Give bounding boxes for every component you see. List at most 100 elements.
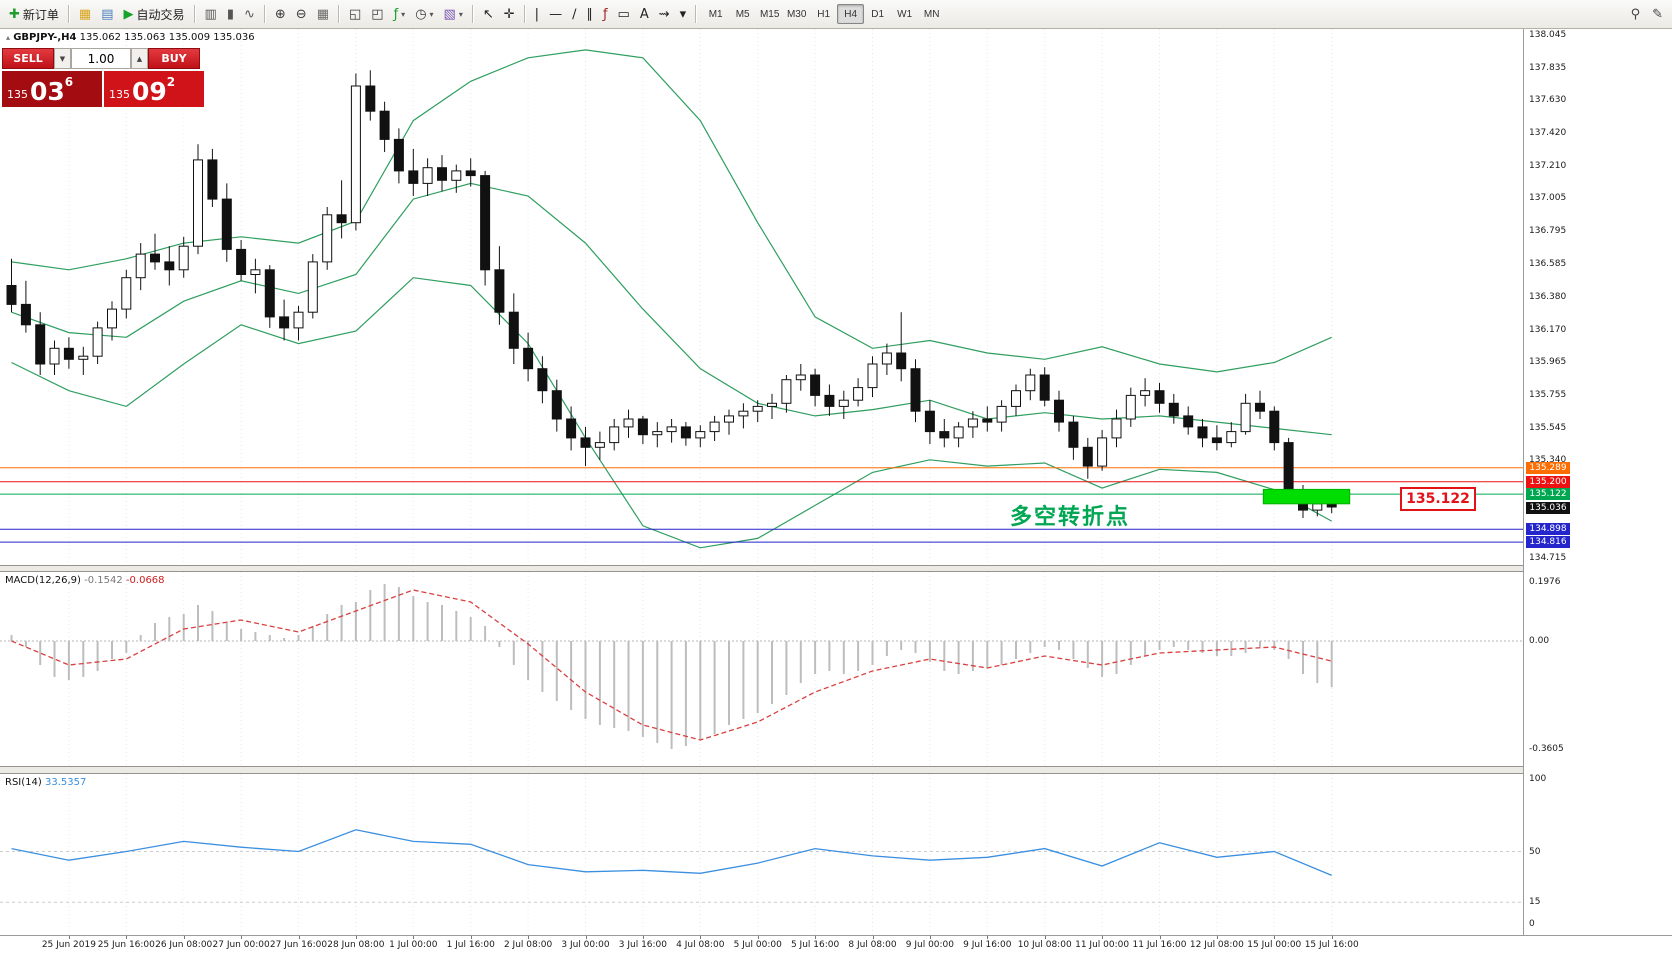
macd-scale-label: 0.1976 xyxy=(1529,576,1561,587)
new-order-button-label: 新订单 xyxy=(22,7,59,22)
sell-price-box[interactable]: 135 03 6 xyxy=(2,71,102,107)
time-axis-tick xyxy=(298,936,300,939)
time-axis-tick xyxy=(470,936,472,939)
zoom-in-button[interactable]: ⊕ xyxy=(270,3,291,25)
timeframe-button-M1[interactable]: M1 xyxy=(702,4,729,24)
time-axis-tick xyxy=(1216,936,1218,939)
buy-price-big: 09 xyxy=(132,77,167,107)
price-lines xyxy=(0,467,1523,543)
trendline-button[interactable]: ∕ xyxy=(567,3,581,25)
profiles-button[interactable]: ▤ xyxy=(96,3,118,25)
channel-button[interactable]: ∥ xyxy=(581,3,598,25)
time-axis-label: 2 Jul 08:00 xyxy=(503,940,553,950)
macd-panel-canvas[interactable] xyxy=(0,572,1523,766)
shapes-button[interactable]: ▭ xyxy=(613,3,635,25)
time-axis-tick xyxy=(642,936,644,939)
tile-windows-button[interactable]: ◱ xyxy=(344,3,366,25)
vertical-line-button[interactable]: | xyxy=(530,3,544,25)
turning-point-annotation[interactable]: 多空转折点 xyxy=(1010,505,1131,530)
time-axis-tick xyxy=(413,936,415,939)
rsi-scale-label: 0 xyxy=(1529,919,1535,929)
sell-button[interactable]: SELL xyxy=(2,48,54,69)
new-order-button[interactable]: ✚ 新订单 xyxy=(4,3,64,25)
trendline-icon: ∕ xyxy=(572,6,577,22)
price-axis-label: 134.715 xyxy=(1529,553,1567,563)
price-axis-label: 137.210 xyxy=(1529,161,1567,172)
periods-icon: ◷ xyxy=(415,6,427,22)
highlight-zone[interactable] xyxy=(1262,488,1351,505)
time-axis-tick xyxy=(126,936,128,939)
fibonacci-button[interactable]: ƒ xyxy=(598,3,613,25)
buy-price-box[interactable]: 135 09 2 xyxy=(104,71,204,107)
volume-stepper-icon[interactable]: ▲ xyxy=(131,48,148,69)
timeframe-button-M30[interactable]: M30 xyxy=(783,4,810,24)
candle-chart-icon: ▮ xyxy=(226,6,234,22)
time-axis-label: 11 Jul 00:00 xyxy=(1075,940,1130,950)
horizontal-line-icon: — xyxy=(549,6,563,22)
crosshair-button[interactable]: ✛ xyxy=(499,3,520,25)
time-axis-tick xyxy=(183,936,185,939)
time-axis-tick xyxy=(1102,936,1104,939)
price-chart-canvas[interactable] xyxy=(0,29,1523,565)
volume-input[interactable] xyxy=(71,48,131,69)
toolbar-left: ✚ 新订单 ▦ ▤ ▶ 自动交易 ▥ ▮ ∿ ⊕ ⊖ ▦ ◱ ◰ ƒ ▾ ◷ ▾ ▧ ▾ ↖ ✛ | — ∕ ∥ ƒ ▭ A ⇝ ▾ xyxy=(4,3,701,25)
search-button[interactable]: ⚲ xyxy=(1626,3,1646,25)
time-axis-tick xyxy=(1274,936,1276,939)
panel-separator[interactable] xyxy=(0,766,1672,774)
timeframe-button-W1[interactable]: W1 xyxy=(891,4,918,24)
timeframe-button-H1[interactable]: H1 xyxy=(810,4,837,24)
arrow-tools-button[interactable]: ⇝ xyxy=(654,3,675,25)
volume-dropdown-icon[interactable]: ▼ xyxy=(54,48,71,69)
timeframe-button-H4[interactable]: H4 xyxy=(837,4,865,24)
arrow-tools-icon: ⇝ xyxy=(658,6,670,22)
time-axis-tick xyxy=(757,936,759,939)
edit-icon: ✎ xyxy=(1652,6,1663,22)
indicators-button[interactable]: ƒ ▾ xyxy=(389,3,411,25)
time-axis-label: 9 Jul 16:00 xyxy=(963,940,1012,950)
candle-chart-button[interactable]: ▮ xyxy=(222,3,239,25)
new-chart-button[interactable]: ▦ xyxy=(74,3,96,25)
price-axis-label: 135.545 xyxy=(1529,422,1567,433)
price-callout-box[interactable]: 135.122 xyxy=(1400,487,1476,511)
indicators-icon: ƒ xyxy=(393,6,399,22)
timeframe-button-MN[interactable]: MN xyxy=(918,4,945,24)
rsi-panel-canvas[interactable] xyxy=(0,774,1523,935)
macd-title: MACD(12,26,9) xyxy=(5,575,81,586)
price-axis-label: 137.420 xyxy=(1529,128,1567,139)
templates-button[interactable]: ▧ ▾ xyxy=(439,3,468,25)
autotrade-button[interactable]: ▶ 自动交易 xyxy=(119,3,190,25)
zoom-out-button[interactable]: ⊖ xyxy=(291,3,312,25)
cursor-icon: ↖ xyxy=(482,6,494,22)
symbol-marker-icon: ▴ xyxy=(6,33,11,42)
channel-icon: ∥ xyxy=(586,6,593,22)
panel-separator[interactable] xyxy=(0,565,1672,572)
timeframe-button-D1[interactable]: D1 xyxy=(864,4,891,24)
zoom-out-icon: ⊖ xyxy=(295,6,307,22)
periods-button[interactable]: ◷ ▾ xyxy=(410,3,438,25)
bar-chart-icon: ▥ xyxy=(204,6,217,22)
bollinger-bands xyxy=(11,49,1332,549)
line-chart-button[interactable]: ∿ xyxy=(239,3,260,25)
one-click-trading-panel: SELL ▼ ▲ BUY 135 03 6 135 09 2 xyxy=(2,48,206,107)
bar-chart-button[interactable]: ▥ xyxy=(200,3,222,25)
price-axis-label: 138.045 xyxy=(1529,30,1567,40)
horizontal-line-button[interactable]: — xyxy=(544,3,567,25)
edit-button[interactable]: ✎ xyxy=(1647,3,1668,25)
cascade-windows-button[interactable]: ◰ xyxy=(366,3,388,25)
time-axis-label: 3 Jul 00:00 xyxy=(561,940,610,950)
price-axis-label: 136.170 xyxy=(1529,324,1567,335)
timeframe-button-M15[interactable]: M15 xyxy=(756,4,783,24)
time-axis-tick xyxy=(355,936,357,939)
grid-button[interactable]: ▦ xyxy=(312,3,334,25)
timeframe-button-M5[interactable]: M5 xyxy=(729,4,756,24)
cursor-button[interactable]: ↖ xyxy=(478,3,499,25)
time-axis[interactable]: 25 Jun 2019 25 Jun 16:00 26 Jun 08:00 27 Ju… xyxy=(0,935,1672,953)
time-axis-label: 4 Jul 08:00 xyxy=(676,940,725,950)
buy-button[interactable]: BUY xyxy=(148,48,200,69)
text-button[interactable]: A xyxy=(635,3,654,25)
price-axis[interactable]: 138.045 137.835 137.630 137.420 137.210 137.0… xyxy=(1523,29,1672,935)
more-tools-button[interactable]: ▾ xyxy=(675,3,692,25)
time-axis-tick xyxy=(1331,936,1333,939)
candlestick-series xyxy=(6,70,1337,518)
